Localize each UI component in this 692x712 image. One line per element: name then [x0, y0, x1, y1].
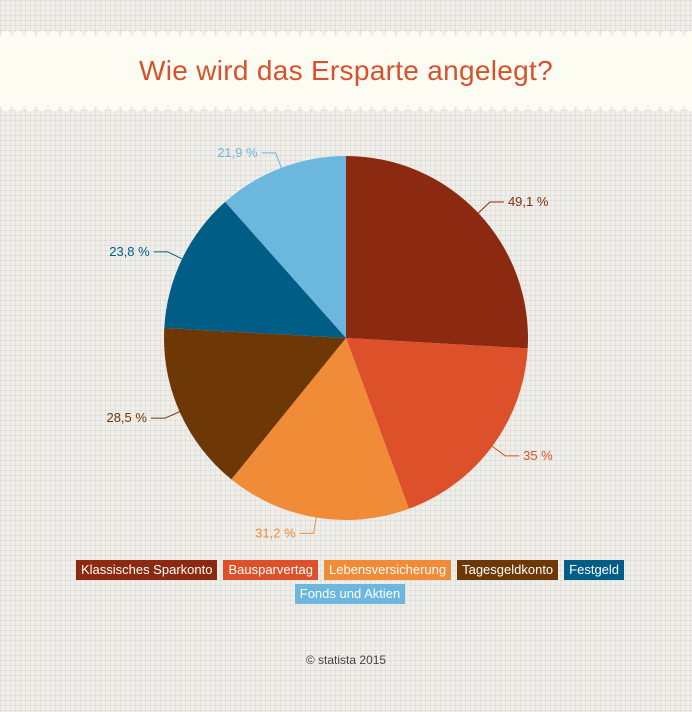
leader-line-tagesgeldkonto	[150, 410, 182, 419]
data-label-festgeld: 23,8 %	[109, 244, 150, 259]
leader-line-festgeld	[153, 251, 185, 261]
chart-legend: Klassisches Sparkonto Bausparvertag Lebens…	[60, 560, 640, 604]
data-label-bausparvertag: 35 %	[523, 448, 553, 463]
chart-title: Wie wird das Ersparte angelegt?	[139, 55, 553, 86]
leader-line-fonds-und-aktien	[261, 152, 283, 170]
legend-item-bausparvertag: Bausparvertag	[223, 560, 319, 580]
legend-item-fonds-und-aktien: Fonds und Aktien	[294, 584, 406, 604]
title-banner	[0, 28, 692, 114]
leader-line-lebensversicherung	[299, 515, 318, 534]
pie-slice-tagesgeldkonto	[164, 327, 346, 480]
pie-slice-lebensversicherung	[231, 338, 409, 520]
legend-item-tagesgeldkonto: Tagesgeldkonto	[457, 560, 559, 580]
data-label-lebensversicherung: 31,2 %	[255, 525, 296, 540]
leader-line-bausparvertag	[490, 444, 520, 457]
leader-line-klassisches-sparkonto	[476, 201, 504, 215]
legend-item-lebensversicherung: Lebensversicherung	[324, 560, 452, 580]
pie-slice-festgeld	[164, 201, 346, 338]
data-label-klassisches-sparkonto: 49,1 %	[508, 194, 549, 209]
copyright-text: © statista 2015	[305, 653, 387, 667]
data-label-tagesgeldkonto: 28,5 %	[106, 410, 147, 425]
pie-slice-bausparvertag	[346, 338, 528, 509]
pie-slice-fonds-und-aktien	[225, 156, 346, 338]
data-label-fonds-und-aktien: 21,9 %	[217, 145, 258, 160]
pie-slice-klassisches-sparkonto	[346, 156, 528, 349]
legend-item-festgeld: Festgeld	[564, 560, 625, 580]
legend-item-klassisches-sparkonto: Klassisches Sparkonto	[75, 560, 218, 580]
